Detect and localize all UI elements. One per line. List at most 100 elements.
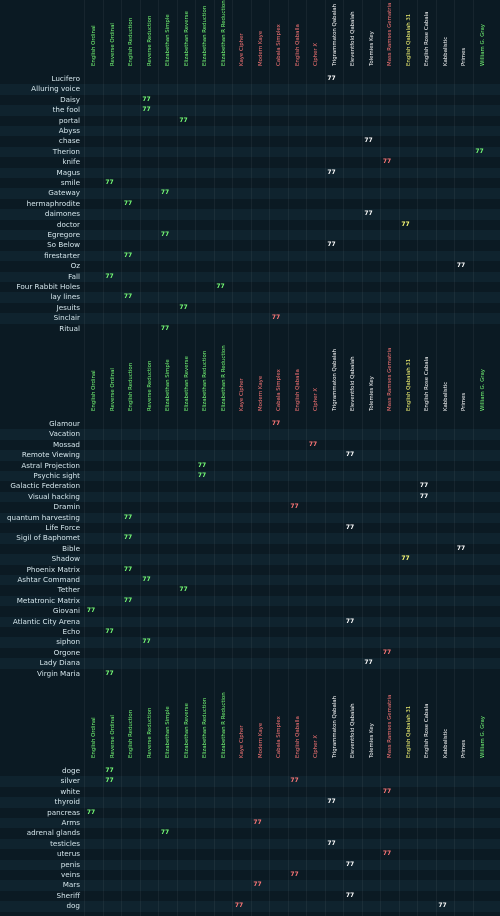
table-cell[interactable] <box>269 637 283 647</box>
table-cell[interactable] <box>454 860 468 870</box>
table-cell[interactable] <box>195 199 209 209</box>
table-cell[interactable] <box>232 839 246 849</box>
table-cell[interactable] <box>232 849 246 859</box>
table-cell[interactable] <box>84 669 98 679</box>
table-cell[interactable] <box>269 669 283 679</box>
table-cell[interactable] <box>454 324 468 334</box>
table-cell[interactable] <box>195 870 209 880</box>
table-cell[interactable] <box>140 272 154 282</box>
table-cell[interactable] <box>343 429 357 439</box>
table-cell[interactable] <box>417 199 431 209</box>
table-cell[interactable]: 77 <box>364 137 373 145</box>
table-cell[interactable] <box>473 251 487 261</box>
table-cell[interactable] <box>158 544 172 554</box>
table-cell[interactable] <box>325 776 339 786</box>
table-cell[interactable] <box>454 272 468 282</box>
table-cell[interactable]: 77 <box>123 513 133 521</box>
table-cell[interactable]: 77 <box>123 199 133 207</box>
table-cell[interactable] <box>121 481 135 491</box>
table-cell[interactable] <box>473 188 487 198</box>
table-cell[interactable] <box>436 251 450 261</box>
table-cell[interactable] <box>325 565 339 575</box>
table-cell[interactable] <box>288 178 302 188</box>
table-cell[interactable] <box>103 157 117 167</box>
table-cell[interactable] <box>417 502 431 512</box>
table-cell[interactable] <box>325 554 339 564</box>
table-cell[interactable] <box>269 901 283 911</box>
table-cell[interactable] <box>103 492 117 502</box>
table-cell[interactable] <box>343 828 357 838</box>
table-cell[interactable] <box>269 209 283 219</box>
table-cell[interactable] <box>288 533 302 543</box>
table-cell[interactable] <box>380 95 394 105</box>
table-row[interactable]: uterus 77 <box>0 849 500 859</box>
table-cell[interactable] <box>436 492 450 502</box>
table-cell[interactable] <box>103 797 117 807</box>
table-cell[interactable] <box>399 565 413 575</box>
column-header[interactable]: English Reduction <box>121 694 135 764</box>
table-cell[interactable] <box>417 658 431 668</box>
table-cell[interactable] <box>232 544 246 554</box>
table-cell[interactable] <box>195 168 209 178</box>
table-cell[interactable] <box>288 157 302 167</box>
table-cell[interactable] <box>214 502 228 512</box>
table-cell[interactable] <box>325 596 339 606</box>
table-cell[interactable] <box>417 440 431 450</box>
table-cell[interactable] <box>140 565 154 575</box>
table-cell[interactable] <box>84 440 98 450</box>
table-cell[interactable] <box>140 502 154 512</box>
table-cell[interactable] <box>343 513 357 523</box>
table-cell[interactable] <box>214 849 228 859</box>
table-cell[interactable] <box>251 502 265 512</box>
column-header[interactable]: Elizabethan Simple <box>158 2 172 72</box>
table-cell[interactable] <box>417 669 431 679</box>
table-cell[interactable] <box>84 84 98 94</box>
table-cell[interactable] <box>140 658 154 668</box>
table-cell[interactable] <box>84 523 98 533</box>
table-cell[interactable] <box>473 261 487 271</box>
table-cell[interactable] <box>325 324 339 334</box>
table-cell[interactable] <box>269 648 283 658</box>
table-cell[interactable] <box>473 627 487 637</box>
table-cell[interactable] <box>436 324 450 334</box>
table-cell[interactable] <box>473 282 487 292</box>
table-cell[interactable] <box>436 513 450 523</box>
table-cell[interactable] <box>232 471 246 481</box>
table-cell[interactable] <box>288 303 302 313</box>
table-cell[interactable] <box>177 891 191 901</box>
table-cell[interactable] <box>177 282 191 292</box>
table-cell[interactable] <box>325 880 339 890</box>
table-cell[interactable] <box>195 533 209 543</box>
table-cell[interactable] <box>399 544 413 554</box>
table-cell[interactable] <box>325 126 339 136</box>
table-cell[interactable] <box>140 808 154 818</box>
table-cell[interactable] <box>269 251 283 261</box>
table-row[interactable]: Alluring voice <box>0 84 500 95</box>
table-cell[interactable] <box>214 272 228 282</box>
table-cell[interactable] <box>473 419 487 429</box>
table-cell[interactable] <box>417 220 431 230</box>
table-row[interactable]: Visual hacking 77 <box>0 491 500 503</box>
table-cell[interactable] <box>380 147 394 157</box>
table-cell[interactable] <box>380 554 394 564</box>
table-cell[interactable] <box>380 429 394 439</box>
table-cell[interactable] <box>158 440 172 450</box>
table-cell[interactable] <box>362 481 376 491</box>
table-cell[interactable] <box>84 450 98 460</box>
table-cell[interactable] <box>121 797 135 807</box>
table-cell[interactable] <box>251 209 265 219</box>
column-header[interactable]: English Qabalah 31 <box>399 347 413 417</box>
table-cell[interactable] <box>177 178 191 188</box>
table-cell[interactable] <box>84 797 98 807</box>
table-cell[interactable]: 77 <box>364 659 373 667</box>
table-cell[interactable] <box>454 870 468 880</box>
table-cell[interactable] <box>158 860 172 870</box>
table-row[interactable]: Lucifero 77 <box>0 74 500 84</box>
column-header[interactable]: Elizabethan R Reduction <box>214 692 228 764</box>
table-cell[interactable] <box>362 523 376 533</box>
table-cell[interactable] <box>399 787 413 797</box>
table-cell[interactable] <box>473 776 487 786</box>
table-cell[interactable] <box>306 787 320 797</box>
table-cell[interactable] <box>343 230 357 240</box>
table-cell[interactable] <box>436 157 450 167</box>
